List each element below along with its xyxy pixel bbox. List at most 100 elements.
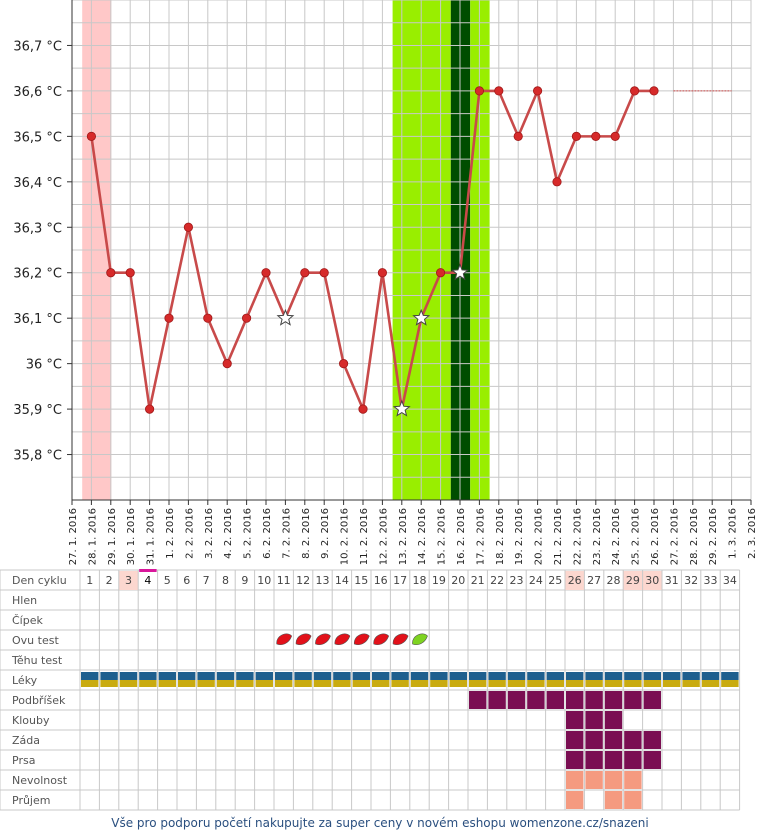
x-tick-label: 16. 2. 2016 <box>456 508 467 565</box>
meds-bar-bottom <box>546 680 564 687</box>
data-point-star <box>392 399 411 417</box>
meds-bar-bottom <box>216 680 235 687</box>
day-number: 5 <box>164 574 171 587</box>
data-point <box>319 268 329 278</box>
meds-bar-bottom <box>566 680 584 687</box>
x-tick-label: 7. 2. 2016 <box>281 508 292 559</box>
symptom-cell <box>585 771 603 789</box>
meds-bar-top <box>139 672 157 680</box>
symptom-cell <box>604 711 623 729</box>
meds-bar-bottom <box>119 680 138 687</box>
meds-bar-bottom <box>682 680 700 687</box>
meds-bar-bottom <box>81 680 99 687</box>
day-number: 20 <box>451 574 465 587</box>
meds-bar-bottom <box>721 680 739 687</box>
day-number: 10 <box>257 574 271 587</box>
meds-bar-top <box>81 672 99 680</box>
data-point <box>338 359 349 369</box>
data-point <box>261 268 271 278</box>
footer-link[interactable]: Vše pro podporu početí nakupujte za supe… <box>111 816 649 830</box>
data-point <box>145 404 155 414</box>
meds-bar-top <box>410 672 429 680</box>
x-tick-label: 19. 2. 2016 <box>514 508 525 565</box>
meds-bar-bottom <box>197 680 215 687</box>
day-number: 33 <box>704 574 718 587</box>
symptom-cell <box>643 731 661 749</box>
row-label: Čípek <box>12 614 43 627</box>
symptom-cell <box>585 711 603 729</box>
data-point <box>377 268 387 278</box>
x-tick-label: 15. 2. 2016 <box>437 508 448 565</box>
x-tick-label: 3. 2. 2016 <box>204 508 215 559</box>
meds-bar-bottom <box>178 680 196 687</box>
data-point <box>86 131 97 141</box>
day-number: 2 <box>106 574 113 587</box>
day-number: 12 <box>296 574 310 587</box>
meds-bar-bottom <box>236 680 254 687</box>
x-tick-label: 13. 2. 2016 <box>398 508 409 565</box>
data-point-star <box>276 308 295 326</box>
symptom-cell <box>643 751 661 769</box>
meds-bar-top <box>701 672 720 680</box>
day-number: 18 <box>413 574 427 587</box>
day-number: 21 <box>471 574 485 587</box>
data-point <box>164 313 174 323</box>
day-number: 15 <box>354 574 368 587</box>
meds-bar-bottom <box>624 680 642 687</box>
symptom-cell <box>604 691 623 709</box>
y-tick-label: 36,7 °C <box>13 39 62 54</box>
meds-bar-top <box>546 672 564 680</box>
data-point <box>222 359 232 369</box>
meds-bar-bottom <box>275 680 293 687</box>
x-tick-label: 28. 1. 2016 <box>87 508 98 565</box>
symptom-cell <box>469 691 487 709</box>
meds-bar-bottom <box>352 680 370 687</box>
meds-bar-bottom <box>701 680 720 687</box>
row-label: Záda <box>12 734 40 747</box>
meds-bar-bottom <box>372 680 390 687</box>
symptom-cell <box>624 751 642 769</box>
ovu-test-positive-icon <box>276 633 293 646</box>
meds-bar-bottom <box>469 680 487 687</box>
symptom-cell <box>488 691 506 709</box>
x-tick-label: 24. 2. 2016 <box>611 508 622 565</box>
x-tick-label: 30. 1. 2016 <box>126 508 137 565</box>
meds-bar-top <box>100 672 118 680</box>
meds-bar-bottom <box>81 680 98 687</box>
day-number: 32 <box>684 574 698 587</box>
meds-bar-bottom <box>255 680 273 687</box>
ovu-test-positive-icon <box>295 633 312 646</box>
x-tick-label: 26. 2. 2016 <box>650 508 661 565</box>
day-number: 22 <box>490 574 504 587</box>
row-label: Podbříšek <box>12 694 66 707</box>
day-number: 24 <box>529 574 543 587</box>
day-number: 19 <box>432 574 446 587</box>
day-number: 8 <box>222 574 229 587</box>
symptom-cell <box>507 691 526 709</box>
day-number: 9 <box>241 574 248 587</box>
ovu-test-positive-icon <box>353 633 370 646</box>
x-tick-label: 21. 2. 2016 <box>553 508 564 565</box>
symptom-cell <box>604 791 623 809</box>
meds-bar-bottom <box>139 680 157 687</box>
meds-bar-top <box>488 672 506 680</box>
day-number: 1 <box>86 574 93 587</box>
data-point <box>300 268 310 278</box>
day-number: 6 <box>183 574 190 587</box>
meds-bar-bottom <box>313 680 332 687</box>
day-number: 14 <box>335 574 349 587</box>
temperature-line <box>90 86 654 414</box>
symptom-cell <box>566 751 584 769</box>
day-number: 30 <box>645 574 659 587</box>
x-tick-label: 20. 2. 2016 <box>534 508 545 565</box>
day-number: 27 <box>587 574 601 587</box>
day-number: 11 <box>277 574 291 587</box>
x-tick-label: 5. 2. 2016 <box>243 508 254 559</box>
row-label: Den cyklu <box>12 574 67 587</box>
meds-bar-top <box>469 672 487 680</box>
row-label: Hlen <box>12 594 37 607</box>
meds-bar-top <box>158 672 176 680</box>
meds-bar-top <box>294 672 312 680</box>
y-tick-label: 36,6 °C <box>13 85 62 100</box>
row-label: Ovu test <box>12 634 59 647</box>
